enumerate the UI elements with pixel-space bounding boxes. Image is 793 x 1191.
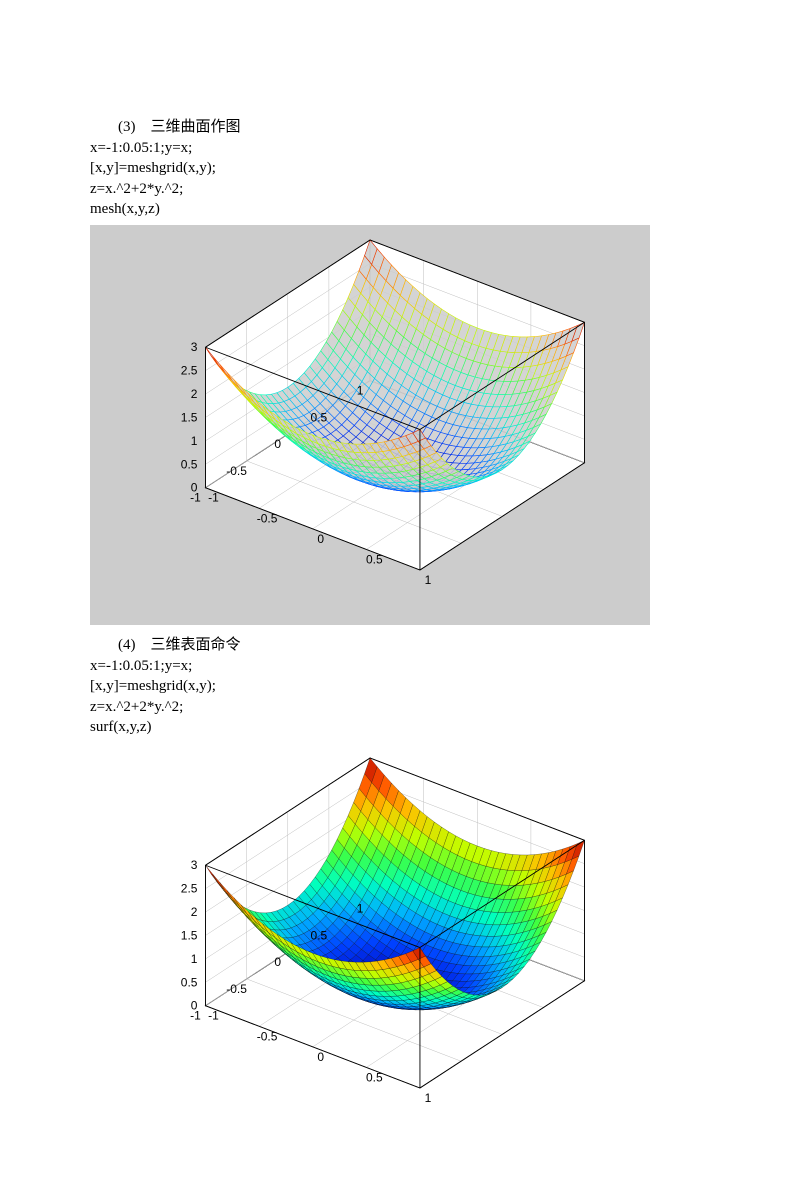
svg-text:0.5: 0.5	[181, 457, 198, 471]
code-line: z=x.^2+2*y.^2;	[90, 697, 703, 717]
svg-text:0.5: 0.5	[311, 410, 328, 424]
section-4-code: x=-1:0.05:1;y=x; [x,y]=meshgrid(x,y); z=…	[90, 656, 703, 737]
svg-text:1: 1	[357, 383, 364, 397]
svg-text:0: 0	[274, 955, 281, 969]
code-line: x=-1:0.05:1;y=x;	[90, 656, 703, 676]
section-3-title: (3) 三维曲面作图	[118, 115, 703, 136]
svg-text:3: 3	[191, 858, 198, 872]
svg-text:0: 0	[317, 1050, 324, 1064]
svg-text:0.5: 0.5	[181, 975, 198, 989]
svg-text:2.5: 2.5	[181, 364, 198, 378]
code-line: surf(x,y,z)	[90, 717, 703, 737]
svg-text:-1: -1	[208, 1009, 219, 1023]
svg-text:0: 0	[317, 532, 324, 546]
svg-text:-0.5: -0.5	[226, 464, 247, 478]
svg-text:0.5: 0.5	[311, 928, 328, 942]
svg-text:1: 1	[191, 952, 198, 966]
surf-figure: 00.511.522.53-1-0.500.51-1-0.500.51	[90, 743, 703, 1143]
svg-text:1.5: 1.5	[181, 410, 198, 424]
code-line: x=-1:0.05:1;y=x;	[90, 138, 703, 158]
code-line: [x,y]=meshgrid(x,y);	[90, 158, 703, 178]
svg-text:-0.5: -0.5	[257, 511, 278, 525]
svg-text:1: 1	[191, 434, 198, 448]
svg-text:2.5: 2.5	[181, 882, 198, 896]
code-line: z=x.^2+2*y.^2;	[90, 179, 703, 199]
mesh-figure: 00.511.522.53-1-0.500.51-1-0.500.51	[90, 225, 703, 625]
svg-text:-1: -1	[208, 491, 219, 505]
svg-text:3: 3	[191, 340, 198, 354]
section-3-code: x=-1:0.05:1;y=x; [x,y]=meshgrid(x,y); z=…	[90, 138, 703, 219]
svg-text:0.5: 0.5	[366, 1070, 383, 1084]
svg-text:2: 2	[191, 905, 198, 919]
svg-text:1: 1	[425, 1091, 432, 1105]
svg-text:1: 1	[425, 573, 432, 587]
svg-text:0: 0	[274, 437, 281, 451]
document-page: (3) 三维曲面作图 x=-1:0.05:1;y=x; [x,y]=meshgr…	[0, 0, 793, 1191]
svg-text:2: 2	[191, 387, 198, 401]
svg-text:-1: -1	[190, 491, 201, 505]
svg-text:1: 1	[357, 901, 364, 915]
svg-text:-0.5: -0.5	[226, 982, 247, 996]
svg-text:1.5: 1.5	[181, 928, 198, 942]
section-4-title: (4) 三维表面命令	[118, 633, 703, 654]
code-line: mesh(x,y,z)	[90, 199, 703, 219]
plot-svg: 00.511.522.53-1-0.500.51-1-0.500.51	[90, 743, 650, 1143]
plot-svg: 00.511.522.53-1-0.500.51-1-0.500.51	[90, 225, 650, 625]
svg-text:-0.5: -0.5	[257, 1029, 278, 1043]
svg-text:0.5: 0.5	[366, 552, 383, 566]
svg-text:-1: -1	[190, 1009, 201, 1023]
code-line: [x,y]=meshgrid(x,y);	[90, 676, 703, 696]
